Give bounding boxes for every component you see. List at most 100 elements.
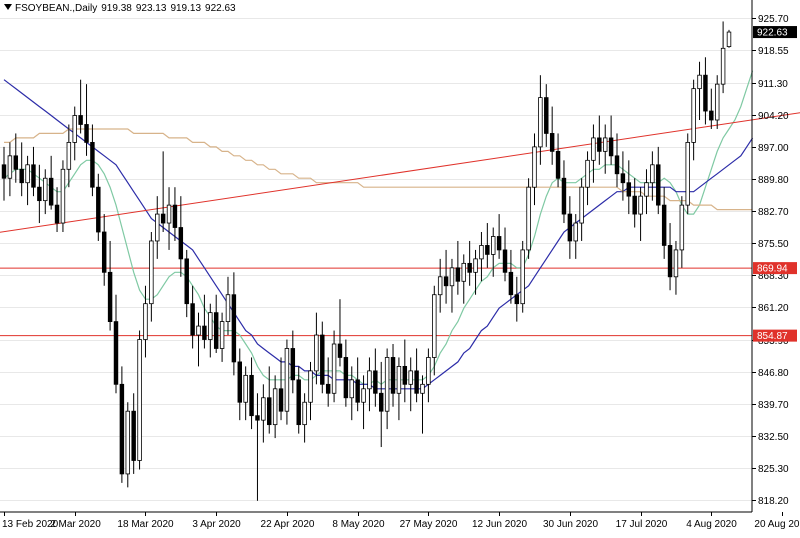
candle-body: [107, 271, 113, 323]
candle-body: [390, 357, 396, 394]
open-value: 919.38: [101, 3, 132, 14]
x-tick-label: 18 Mar 2020: [117, 519, 174, 530]
candle-body: [373, 370, 378, 394]
candle-body: [667, 245, 673, 278]
candle-body: [491, 236, 496, 255]
y-tick-label: 825.30: [758, 464, 789, 475]
x-tick-label: 17 Jul 2020: [616, 519, 668, 530]
candle-body: [137, 339, 142, 461]
x-tick-label: 4 Aug 2020: [686, 519, 737, 530]
x-tick-label: 22 Apr 2020: [261, 519, 315, 530]
candle-body: [614, 155, 620, 175]
dropdown-arrow-icon[interactable]: [4, 4, 12, 10]
candle-body: [101, 231, 107, 273]
candle-body: [502, 249, 508, 273]
candle-body: [290, 348, 296, 381]
candle-body: [267, 397, 272, 426]
candle-body: [361, 388, 366, 403]
price-label-box: [753, 26, 797, 39]
candle-body: [202, 325, 207, 340]
y-tick-label: 839.70: [758, 400, 789, 411]
candle-body: [349, 379, 354, 399]
candle-body: [420, 383, 425, 394]
low-value: 919.13: [170, 3, 202, 14]
candle-body: [437, 276, 443, 296]
candle-body: [620, 173, 626, 184]
candle-body: [485, 245, 490, 255]
trendline: [0, 112, 800, 233]
candle-body: [219, 321, 225, 349]
price-labels: 922.63 869.94 854.87: [753, 26, 797, 342]
candle-body: [208, 312, 213, 340]
candle-body: [650, 164, 655, 184]
candle-body: [302, 401, 307, 426]
candle-body: [131, 410, 136, 461]
candle-body: [37, 186, 42, 202]
candle-body: [155, 213, 160, 242]
x-tick-label: 2 Mar 2020: [50, 519, 101, 530]
candle-body: [272, 388, 278, 426]
candle-body: [467, 262, 472, 273]
candle-body: [396, 365, 402, 394]
x-tick-label: 20 Aug 2020: [754, 519, 800, 530]
candle-body: [60, 168, 66, 224]
x-tick-label: 27 May 2020: [400, 519, 458, 530]
candle-body: [314, 334, 319, 372]
y-tick-label: 911.30: [758, 79, 788, 90]
high-value: 923.13: [135, 3, 167, 14]
y-tick-label: 897.00: [758, 143, 789, 154]
candle-body: [54, 204, 60, 224]
candle-body: [544, 97, 549, 134]
grid: [0, 18, 752, 501]
candle-body: [84, 124, 89, 143]
candle-body: [78, 115, 83, 125]
candle-body: [656, 164, 661, 206]
y-tick-label: 861.20: [758, 303, 789, 314]
candle-body: [320, 334, 325, 385]
y-tick-label: 846.80: [758, 368, 789, 379]
chart-header[interactable]: FSOYBEAN.,Daily 919.38 923.13 919.13 922.63: [4, 3, 240, 14]
candle-body: [149, 240, 154, 305]
candle-body: [25, 164, 30, 184]
candle-body: [113, 321, 119, 385]
trendline-layer: [0, 112, 800, 233]
candle-body: [249, 374, 254, 417]
y-tick-label: 875.50: [758, 239, 789, 250]
candle-body: [166, 204, 172, 224]
candle-body: [125, 410, 131, 475]
candle-body: [296, 379, 301, 426]
candle-body: [591, 137, 596, 161]
candle-body: [225, 294, 231, 323]
price-label-box: [753, 329, 797, 342]
candle-body: [284, 348, 290, 412]
candle-body: [196, 325, 201, 336]
y-tick-label: 918.55: [758, 46, 789, 57]
y-tick-label: 904.20: [758, 111, 789, 122]
candle-body: [626, 182, 632, 197]
candle-body: [661, 204, 667, 246]
candle-body: [679, 204, 685, 251]
candle-body: [538, 97, 543, 148]
x-tick-label: 30 Jun 2020: [543, 519, 598, 530]
candle-body: [602, 137, 608, 152]
candle-body: [190, 303, 195, 336]
candle-body: [184, 258, 189, 305]
candle-body: [178, 227, 184, 260]
y-tick-label: 925.70: [758, 14, 789, 25]
candle-body: [355, 379, 360, 403]
candle-body: [379, 392, 384, 412]
candle-body: [278, 388, 284, 412]
candle-body: [714, 83, 720, 121]
price-label-text: 869.94: [757, 264, 788, 275]
candle-body: [160, 213, 166, 224]
candle-body: [703, 74, 708, 112]
candle-body: [461, 262, 466, 282]
candle-body: [19, 168, 24, 184]
candle-body: [573, 222, 578, 242]
candle-body: [213, 312, 219, 349]
candle-body: [414, 370, 419, 394]
candle-body: [237, 361, 242, 403]
candle-body: [520, 249, 525, 305]
